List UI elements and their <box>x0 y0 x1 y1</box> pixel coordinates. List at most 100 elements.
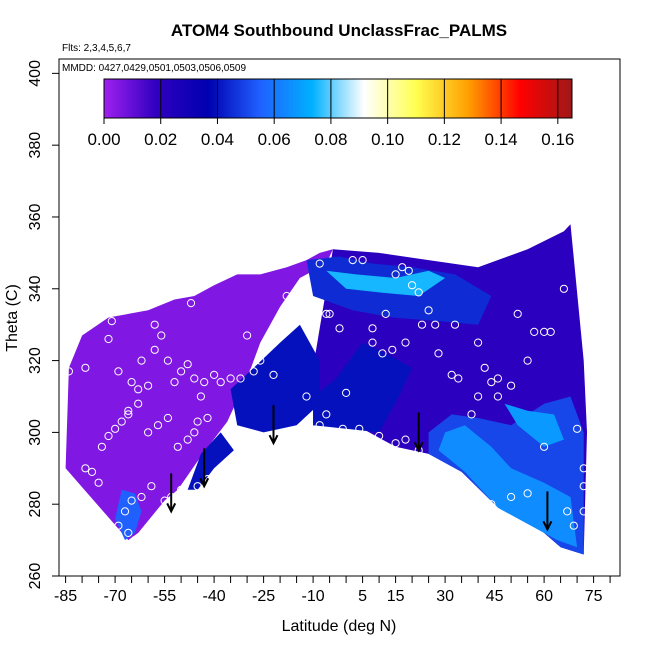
data-point-38 <box>335 324 344 333</box>
data-point-74 <box>467 492 476 502</box>
data-point-102 <box>94 478 103 487</box>
data-point-17 <box>186 299 196 308</box>
data-point-12 <box>150 320 159 329</box>
points-layer <box>64 223 588 545</box>
data-point-65 <box>579 464 588 473</box>
colorbar-tick-label-2: 0.04 <box>201 130 234 149</box>
data-point-103 <box>87 467 97 476</box>
x-tick-label-2: -55 <box>153 588 176 605</box>
data-point-85 <box>276 435 285 444</box>
x-tick-label-11: 75 <box>585 588 603 605</box>
data-point-10 <box>150 345 159 354</box>
dates-subtitle: MMDD: 0427,0429,0501,0503,0506,0509 <box>62 63 246 74</box>
tropopause-arrow-2 <box>268 405 279 446</box>
colorbar-tick-label-7: 0.14 <box>485 130 518 149</box>
data-point-75 <box>441 464 450 473</box>
data-point-18 <box>190 374 199 383</box>
data-point-92 <box>177 485 186 494</box>
colorbar-tick-label-5: 0.10 <box>371 130 404 149</box>
colorbar-tick-label-4: 0.08 <box>314 130 347 149</box>
data-point-47 <box>414 288 423 297</box>
data-point-89 <box>219 464 229 473</box>
data-point-72 <box>507 492 516 502</box>
data-point-114 <box>173 442 182 451</box>
data-point-97 <box>127 496 136 505</box>
data-point-44 <box>398 263 407 272</box>
data-point-70 <box>540 442 549 451</box>
tropopause-arrow-4 <box>542 491 553 532</box>
colorbar-tick-label-3: 0.06 <box>258 130 291 149</box>
data-point-28 <box>256 356 265 365</box>
tropopause-arrow-1 <box>199 448 210 489</box>
data-point-27 <box>249 367 258 376</box>
data-point-15 <box>177 367 186 376</box>
chart-title: ATOM4 Southbound UnclassFrac_PALMS <box>171 21 507 40</box>
data-point-62 <box>556 223 565 232</box>
x-tick-label-10: 60 <box>535 588 553 605</box>
data-point-96 <box>137 492 146 502</box>
plot-frame <box>58 58 621 577</box>
data-point-48 <box>424 306 433 315</box>
data-point-45 <box>404 266 413 275</box>
colorbar-tick-label-8: 0.16 <box>541 130 574 149</box>
y-tick-label-7: 400 <box>27 60 44 87</box>
data-point-25 <box>236 374 245 383</box>
data-point-91 <box>193 482 202 491</box>
data-point-116 <box>190 428 199 437</box>
data-point-115 <box>183 435 192 444</box>
data-point-8 <box>137 356 146 365</box>
data-point-4 <box>114 367 123 376</box>
data-point-0 <box>64 367 74 376</box>
x-axis: -85 -70 -55 -40 -25 -10 5 15 30 45 60 75 <box>54 576 611 605</box>
data-point-31 <box>289 317 298 326</box>
data-point-41 <box>368 324 377 333</box>
x-tick-label-0: -85 <box>54 588 77 605</box>
data-point-58 <box>523 356 532 365</box>
data-point-99 <box>114 521 123 530</box>
data-point-46 <box>408 281 417 290</box>
data-point-110 <box>134 399 143 408</box>
field-region-pale-streak <box>504 403 564 447</box>
x-tick-label-6: 5 <box>358 588 367 605</box>
tropopause-arrow-3 <box>413 412 424 453</box>
data-point-6 <box>124 406 133 415</box>
flights-subtitle: Flts: 2,3,4,5,6,7 <box>62 43 131 54</box>
data-point-63 <box>559 284 569 293</box>
data-point-51 <box>454 374 463 383</box>
y-axis-label: Theta (C) <box>4 284 21 352</box>
data-point-81 <box>355 424 364 433</box>
y-tick-label-5: 360 <box>27 204 44 231</box>
x-tick-label-5: -10 <box>302 588 325 605</box>
data-point-57 <box>513 309 522 318</box>
data-point-22 <box>210 370 219 379</box>
data-point-21 <box>203 413 212 423</box>
data-point-86 <box>259 442 268 451</box>
x-tick-label-4: -25 <box>252 588 275 605</box>
y-tick-label-0: 260 <box>27 563 44 590</box>
data-point-5 <box>127 378 136 387</box>
data-point-20 <box>200 378 209 387</box>
data-point-113 <box>163 413 172 423</box>
x-tick-label-1: -70 <box>104 588 127 605</box>
x-tick-label-9: 45 <box>486 588 504 605</box>
data-point-23 <box>216 378 225 387</box>
colorbar-tick-label-0: 0.00 <box>87 130 120 149</box>
data-point-87 <box>249 449 258 458</box>
field-region-south-mid-streak <box>187 432 234 490</box>
data-point-119 <box>322 410 331 419</box>
data-point-9 <box>144 381 153 390</box>
x-tick-label-3: -40 <box>203 588 226 605</box>
data-point-35 <box>315 259 324 268</box>
y-axis: 260 280 300 320 340 360 380 400 <box>27 60 59 589</box>
data-point-84 <box>299 424 308 433</box>
data-point-124 <box>401 338 410 347</box>
data-point-95 <box>147 482 156 491</box>
data-point-79 <box>391 439 400 448</box>
data-point-37 <box>325 309 334 318</box>
data-point-67 <box>579 507 588 516</box>
data-point-104 <box>81 464 90 473</box>
data-point-83 <box>315 421 324 430</box>
data-point-42 <box>381 309 390 318</box>
data-point-32 <box>282 291 291 301</box>
